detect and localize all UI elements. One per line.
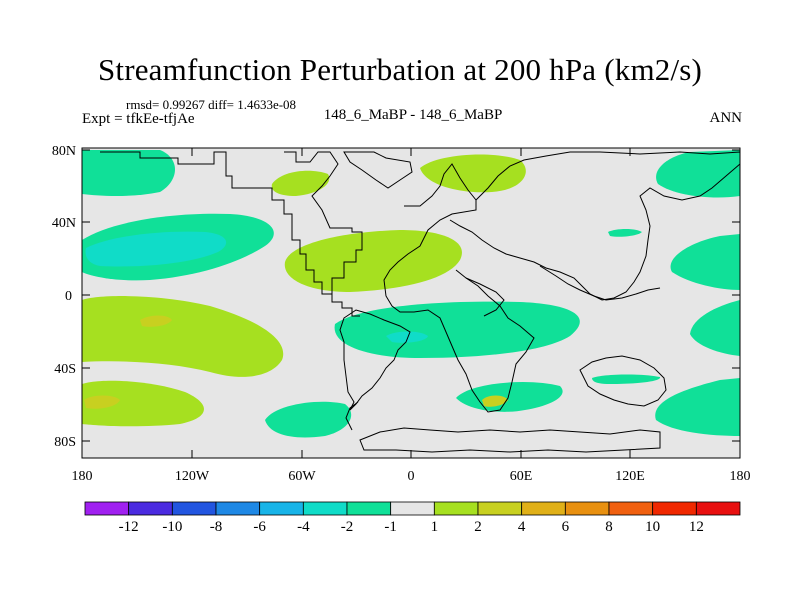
colorbar-swatch [171, 501, 217, 516]
coastlines [100, 151, 740, 453]
colorbar-swatch [652, 501, 697, 516]
colorbar-swatch [433, 501, 479, 516]
colorbar: -12 -10 -8 -6 -4 -2 -1 1 2 4 6 8 10 12 [84, 501, 741, 535]
contour-pos-atlantic [284, 230, 462, 292]
coastline-southeast-asia [539, 265, 661, 301]
contour-pos-siberia [420, 154, 526, 193]
colorbar-label: 10 [645, 519, 660, 535]
contour-neg-small-asia [608, 229, 642, 237]
lat-axis: 80N 40N 0 40S 80S [52, 144, 740, 450]
contour-neg-arctic-west [82, 150, 175, 196]
coastline-south-america [339, 309, 411, 411]
colorbar-swatch [564, 501, 610, 516]
colorbar-label: -4 [297, 519, 310, 535]
contour-neg-pacific-east [670, 234, 740, 290]
colorbar-label: -1 [384, 519, 397, 535]
colorbar-swatch [695, 501, 741, 516]
contour-neg-arctic-east [656, 150, 740, 198]
lat-label-80s: 80S [54, 435, 76, 450]
coastline-australia [579, 355, 667, 407]
coastline-europe-africa [383, 163, 535, 413]
figure-title: Streamfunction Perturbation at 200 hPa (… [97, 52, 703, 87]
colorbar-swatch [390, 501, 435, 516]
contour-neg-pacific-core [85, 231, 227, 267]
contour-neg-south-pacific-east [690, 300, 740, 356]
contour-neg-indian-ocean [592, 374, 661, 384]
lat-label-40s: 40S [54, 362, 76, 377]
coastline-greenland [343, 151, 413, 189]
colorbar-label: 2 [474, 519, 482, 535]
lat-label-80n: 80N [52, 144, 76, 159]
lon-label-180w: 180 [72, 469, 93, 484]
stats-label: rmsd= 0.99267 diff= 1.4633e-08 [126, 97, 297, 112]
colorbar-swatch [84, 501, 130, 516]
coastline-antarctic-peninsula [345, 401, 359, 431]
colorbar-swatch [302, 501, 348, 516]
lon-label-60w: 60W [288, 469, 316, 484]
coastline-north-america [100, 151, 363, 295]
contour-pos-southern-ocean [82, 380, 204, 427]
colorbar-label: 12 [689, 519, 704, 535]
contour-layer [82, 150, 740, 438]
colorbar-label: 8 [605, 519, 613, 535]
lat-label-0: 0 [65, 289, 72, 304]
coastline-antarctica [359, 427, 661, 453]
lon-label-120e: 120E [615, 469, 645, 484]
lon-label-60e: 60E [510, 469, 533, 484]
contour-pos-south-pacific [82, 296, 284, 377]
lon-label-180e: 180 [730, 469, 751, 484]
coastline-asia [449, 151, 740, 301]
season-label: ANN [709, 110, 743, 126]
coastline-arabia [465, 277, 505, 317]
colorbar-label: 4 [518, 519, 526, 535]
lon-label-0: 0 [408, 469, 415, 484]
contour-pos-southern-ocean-core [84, 395, 120, 409]
lat-label-40n: 40N [52, 216, 76, 231]
coastline-central-america [331, 294, 360, 317]
colorbar-swatch [477, 501, 523, 516]
lon-axis: 180 120W 60W 0 60E 120E 180 [72, 148, 751, 484]
cases-label: 148_6_MaBP - 148_6_MaBP [323, 107, 503, 123]
lon-label-120w: 120W [175, 469, 210, 484]
colorbar-label: -12 [119, 519, 139, 535]
contour-neg-southern-east [655, 378, 740, 436]
contour-pos-southern-africa-core [482, 395, 508, 407]
colorbar-swatch [608, 501, 654, 516]
contour-pos-south-pacific-core [140, 315, 172, 327]
colorbar-label: -6 [253, 519, 266, 535]
colorbar-label: -10 [162, 519, 182, 535]
colorbar-swatch [215, 501, 261, 516]
experiment-label: Expt = tfkEe-tfjAe [82, 111, 195, 127]
colorbar-label: 1 [431, 519, 439, 535]
contour-pos-canada [271, 170, 330, 196]
contour-neg-south-atlantic [265, 401, 352, 438]
contour-neg-tropics [334, 301, 580, 358]
colorbar-swatch [128, 501, 173, 516]
colorbar-label: -8 [210, 519, 223, 535]
contour-neg-tropics-core [386, 331, 428, 343]
colorbar-swatch [346, 501, 392, 516]
colorbar-label: 6 [562, 519, 570, 535]
colorbar-label: -2 [341, 519, 354, 535]
colorbar-swatch [259, 501, 304, 516]
contour-neg-southern-africa [456, 382, 563, 412]
colorbar-swatch [521, 501, 566, 516]
